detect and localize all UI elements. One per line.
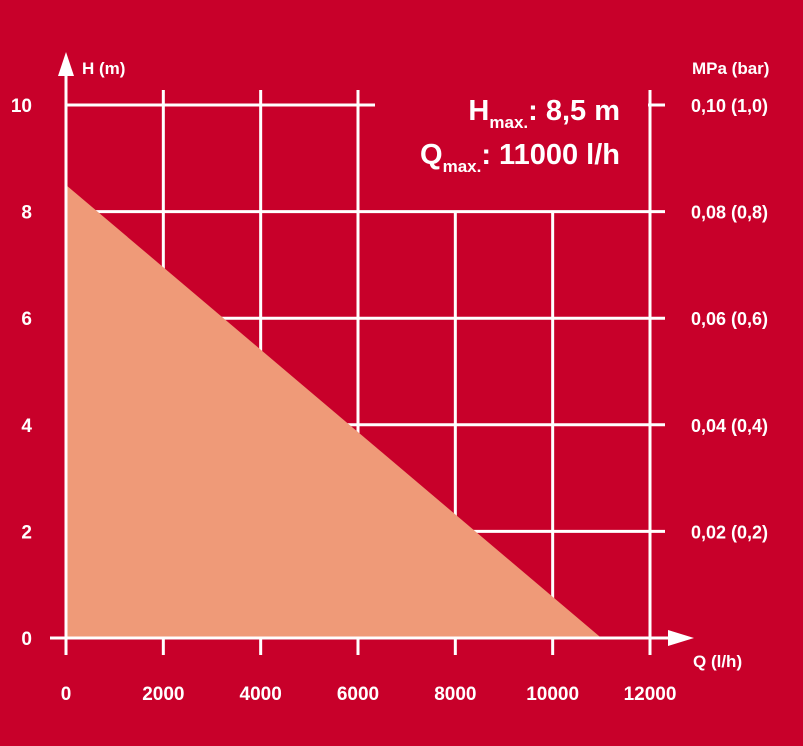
x-tick-label: 2000 — [142, 684, 184, 705]
y-axis-title: H (m) — [82, 59, 125, 78]
tick-labels: 0 2 4 6 8 10 0 2000 4000 6000 8000 10000 12000 0,02 (… — [11, 96, 768, 705]
performance-area — [66, 184, 602, 638]
qmax-value: : 11000 l/h — [481, 139, 620, 171]
hmax-subscript: max. — [489, 113, 528, 132]
hmax-prefix: H — [468, 95, 489, 127]
x-tick-label: 0 — [61, 684, 72, 705]
y2-tick-label: 0,04 (0,4) — [691, 416, 768, 436]
hmax-value: : 8,5 m — [528, 95, 620, 127]
y-tick-label: 10 — [11, 96, 32, 117]
y2-tick-label: 0,08 (0,8) — [691, 203, 768, 223]
y-tick-label: 8 — [21, 203, 32, 224]
y-tick-label: 6 — [21, 309, 32, 330]
axes — [50, 52, 694, 655]
y2-tick-label: 0,02 (0,2) — [691, 522, 768, 542]
y-tick-label: 4 — [21, 416, 32, 437]
y2-tick-label: 0,06 (0,6) — [691, 309, 768, 329]
y-axis-arrow — [58, 52, 74, 76]
qmax-annotation: Qmax.: 11000 l/h — [420, 139, 620, 176]
x-tick-label: 12000 — [624, 684, 677, 705]
qmax-prefix: Q — [420, 139, 443, 171]
hmax-annotation: Hmax.: 8,5 m — [468, 95, 620, 132]
y2-tick-label: 0,10 (1,0) — [691, 96, 768, 116]
y2-axis-title: MPa (bar) — [692, 59, 769, 78]
x-tick-label: 6000 — [337, 684, 379, 705]
x-tick-label: 4000 — [240, 684, 282, 705]
y-tick-label: 2 — [21, 522, 32, 543]
y-tick-label: 0 — [21, 629, 32, 650]
x-tick-label: 10000 — [526, 684, 579, 705]
qmax-subscript: max. — [443, 157, 482, 176]
x-axis-arrow — [668, 630, 694, 646]
x-axis-title: Q (l/h) — [693, 652, 742, 671]
x-tick-label: 8000 — [434, 684, 476, 705]
